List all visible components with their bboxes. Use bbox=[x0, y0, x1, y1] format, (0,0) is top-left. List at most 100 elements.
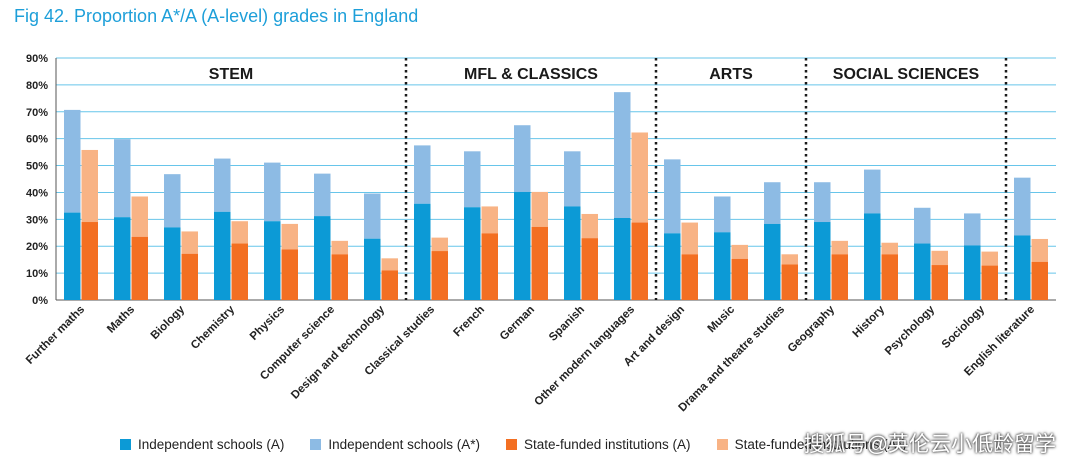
section-header: MFL & CLASSICS bbox=[464, 66, 598, 83]
bar-state-a bbox=[881, 254, 898, 300]
bar-state-a bbox=[381, 270, 398, 300]
bar-state-astar bbox=[231, 221, 248, 244]
x-tick-label: French bbox=[452, 304, 488, 340]
bar-independent-astar bbox=[414, 145, 431, 204]
bar-independent-a bbox=[264, 221, 281, 300]
legend-swatch-independent-a bbox=[120, 438, 131, 450]
legend: Independent schools (A) Independent scho… bbox=[120, 434, 906, 454]
bar-state-a bbox=[431, 251, 448, 300]
bar-independent-a bbox=[64, 212, 81, 300]
bar-independent-a bbox=[564, 206, 581, 300]
legend-swatch-state-astar bbox=[716, 438, 728, 450]
y-tick-label: 50% bbox=[26, 161, 48, 173]
bar-state-astar bbox=[181, 231, 198, 254]
x-tick-label: Drama and theatre studies bbox=[677, 304, 788, 415]
bar-independent-a bbox=[114, 217, 131, 300]
bar-independent-astar bbox=[264, 162, 281, 222]
y-tick-label: 0% bbox=[32, 295, 48, 307]
bar-independent-a bbox=[514, 191, 531, 300]
bar-state-a bbox=[1031, 261, 1048, 300]
bar-independent-astar bbox=[514, 125, 531, 192]
bar-independent-a bbox=[414, 203, 431, 300]
y-tick-label: 20% bbox=[26, 241, 48, 253]
bar-independent-a bbox=[764, 223, 781, 300]
bar-independent-astar bbox=[114, 139, 131, 218]
x-tick-label: Further maths bbox=[24, 304, 87, 367]
y-tick-label: 60% bbox=[26, 134, 48, 146]
x-tick-label: Sociology bbox=[940, 303, 988, 351]
bar-independent-astar bbox=[1014, 177, 1031, 236]
bar-independent-a bbox=[664, 233, 681, 300]
bar-independent-astar bbox=[614, 92, 631, 218]
bar-independent-astar bbox=[814, 182, 831, 223]
bar-state-astar bbox=[381, 258, 398, 271]
bar-independent-a bbox=[214, 211, 231, 300]
bar-state-a bbox=[531, 226, 548, 300]
bar-state-astar bbox=[1031, 238, 1048, 262]
bar-independent-a bbox=[614, 217, 631, 300]
bar-independent-astar bbox=[464, 151, 481, 208]
bar-state-astar bbox=[781, 254, 798, 265]
bar-state-astar bbox=[981, 251, 998, 266]
bar-state-a bbox=[631, 222, 648, 300]
bar-state-astar bbox=[131, 196, 148, 237]
y-tick-label: 10% bbox=[26, 268, 48, 280]
bar-state-a bbox=[781, 264, 798, 300]
bar-state-a bbox=[731, 258, 748, 300]
section-header: STEM bbox=[209, 66, 253, 83]
bar-state-a bbox=[231, 243, 248, 300]
bar-state-astar bbox=[531, 191, 548, 227]
x-tick-label: Design and technology bbox=[289, 303, 387, 401]
y-tick-label: 80% bbox=[26, 80, 48, 92]
watermark: 搜狐号@英伦云小低龄留学 bbox=[803, 433, 1056, 456]
bar-independent-astar bbox=[964, 213, 981, 246]
bar-state-astar bbox=[431, 237, 448, 252]
bar-independent-astar bbox=[364, 193, 381, 239]
x-tick-label: Music bbox=[706, 303, 738, 335]
bar-state-a bbox=[81, 222, 98, 300]
bar-state-a bbox=[331, 254, 348, 300]
bar-independent-a bbox=[814, 222, 831, 300]
bar-independent-a bbox=[364, 238, 381, 300]
legend-label-independent-astar: Independent schools (A*) bbox=[328, 436, 480, 452]
bar-independent-a bbox=[714, 232, 731, 300]
bar-independent-astar bbox=[64, 109, 81, 213]
legend-label-state-a: State-funded institutions (A) bbox=[523, 436, 691, 452]
y-tick-label: 90% bbox=[26, 53, 48, 65]
figure-title: Fig 42. Proportion A*/A (A-level) grades… bbox=[14, 6, 419, 26]
legend-item-state-astar: State-funded institutions (A*) bbox=[716, 437, 906, 452]
section-header: SOCIAL SCIENCES bbox=[833, 66, 980, 83]
bar-state-a bbox=[831, 254, 848, 300]
bar-independent-a bbox=[464, 207, 481, 300]
legend-label-independent-a: Independent schools (A) bbox=[138, 436, 285, 452]
x-tick-label: Biology bbox=[149, 303, 188, 342]
bar-independent-astar bbox=[764, 182, 781, 224]
section-header: ARTS bbox=[709, 66, 753, 83]
legend-item-independent-a: Independent schools (A) bbox=[120, 437, 284, 452]
bar-state-a bbox=[981, 265, 998, 300]
bar-state-a bbox=[481, 233, 498, 300]
bar-independent-astar bbox=[314, 173, 331, 217]
x-tick-label: Psychology bbox=[883, 303, 938, 358]
bar-state-astar bbox=[731, 244, 748, 259]
x-tick-label: Geography bbox=[786, 303, 838, 355]
bar-state-a bbox=[181, 253, 198, 300]
bar-state-a bbox=[681, 254, 698, 300]
bar-chart: 0% 10% 20% 30% 40% 50% 60% 70% 80% 90% STEM MFL & C… bbox=[24, 53, 1056, 415]
bar-state-astar bbox=[881, 242, 898, 255]
bar-independent-astar bbox=[664, 159, 681, 234]
bar-state-astar bbox=[581, 213, 598, 239]
y-tick-label: 40% bbox=[26, 187, 48, 199]
bar-independent-a bbox=[314, 216, 331, 300]
x-tick-label: Maths bbox=[105, 304, 137, 336]
bar-state-a bbox=[931, 265, 948, 300]
x-tick-label: German bbox=[498, 304, 537, 343]
bar-independent-a bbox=[864, 213, 881, 300]
bar-independent-astar bbox=[164, 174, 181, 228]
legend-swatch-state-a bbox=[505, 438, 517, 450]
bar-independent-astar bbox=[214, 158, 231, 212]
x-tick-label: Chemistry bbox=[189, 303, 238, 352]
bar-state-astar bbox=[481, 206, 498, 234]
y-tick-label: 30% bbox=[26, 214, 48, 226]
bar-independent-a bbox=[1014, 235, 1031, 300]
